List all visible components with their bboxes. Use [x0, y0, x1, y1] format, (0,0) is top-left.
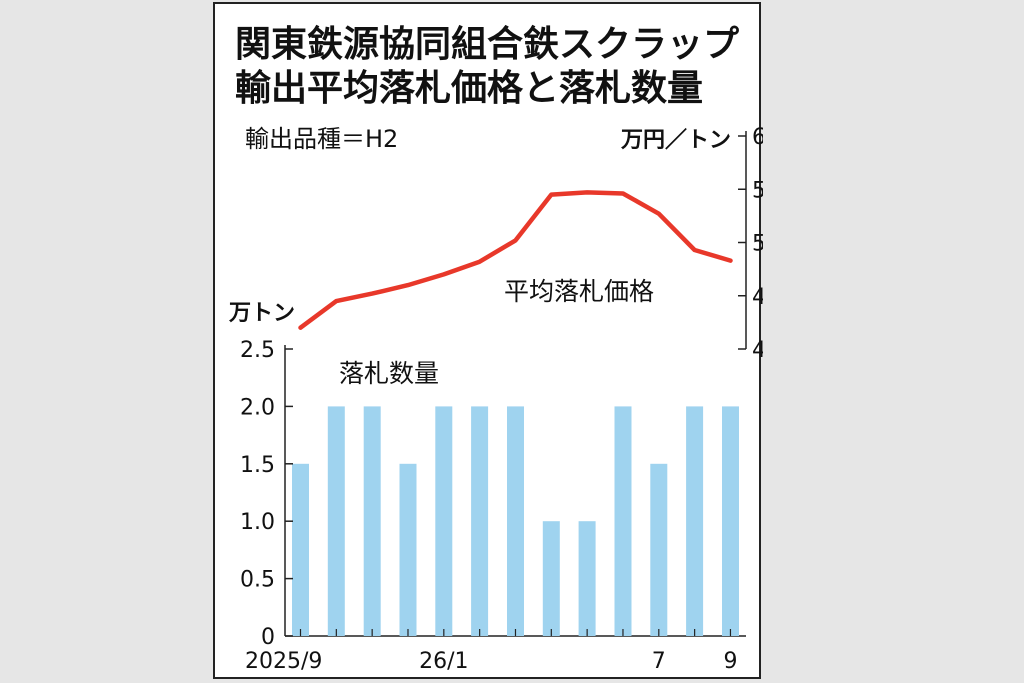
- chart-subtitle: 輸出品種＝H2: [245, 125, 398, 153]
- bar: [650, 463, 668, 636]
- left-tick-label: 0.5: [240, 568, 275, 593]
- left-tick-label: 1.5: [240, 453, 275, 478]
- x-tick-label: 2025/9: [245, 649, 322, 674]
- right-tick-label: 6.0: [752, 125, 763, 150]
- bar: [435, 406, 453, 636]
- bar: [292, 463, 309, 636]
- price-line: [298, 190, 733, 330]
- line-series-label: 平均落札価格: [504, 277, 654, 306]
- chart-title-line-1: 関東鉄源協同組合鉄スクラップ: [235, 24, 739, 65]
- bar: [614, 406, 632, 636]
- x-tick-label: 9: [723, 649, 737, 674]
- right-tick-label: 5.0: [752, 232, 763, 257]
- bar: [363, 406, 381, 636]
- x-axis-ticks: 2025/9 26/1 7 9: [245, 629, 737, 674]
- bar: [578, 521, 596, 636]
- left-tick-label: 1.0: [240, 510, 275, 535]
- left-tick-label: 0: [261, 625, 275, 650]
- bar-series: [292, 406, 739, 636]
- x-tick-label: 26/1: [419, 649, 468, 674]
- right-tick-label: 5.5: [752, 178, 763, 203]
- right-tick-label: 4.0: [752, 338, 763, 363]
- line-series: [298, 190, 733, 330]
- bar: [686, 406, 704, 636]
- left-axis-ticks: 0 0.5 1.0 1.5 2.0 2.5: [240, 338, 293, 650]
- chart-title-line-2: 輸出平均落札価格と落札数量: [235, 68, 703, 109]
- bar: [507, 406, 524, 636]
- bar: [722, 406, 739, 636]
- bar-series-label: 落札数量: [339, 359, 439, 388]
- right-axis-unit: 万円／トン: [620, 128, 731, 153]
- x-tick-label: 7: [652, 649, 666, 674]
- chart-panel: 関東鉄源協同組合鉄スクラップ 輸出平均落札価格と落札数量 輸出品種＝H2 万円／…: [213, 2, 763, 679]
- bar: [542, 521, 560, 636]
- left-tick-label: 2.0: [240, 395, 275, 420]
- bar: [327, 406, 345, 636]
- bar: [471, 406, 489, 636]
- left-axis-unit: 万トン: [228, 301, 295, 326]
- right-tick-label: 4.5: [752, 285, 763, 310]
- bar: [399, 463, 417, 636]
- chart: 関東鉄源協同組合鉄スクラップ 輸出平均落札価格と落札数量 輸出品種＝H2 万円／…: [228, 24, 763, 674]
- right-axis-ticks: 4.0 4.5 5.0 5.5 6.0: [738, 125, 763, 363]
- left-tick-label: 2.5: [240, 338, 275, 363]
